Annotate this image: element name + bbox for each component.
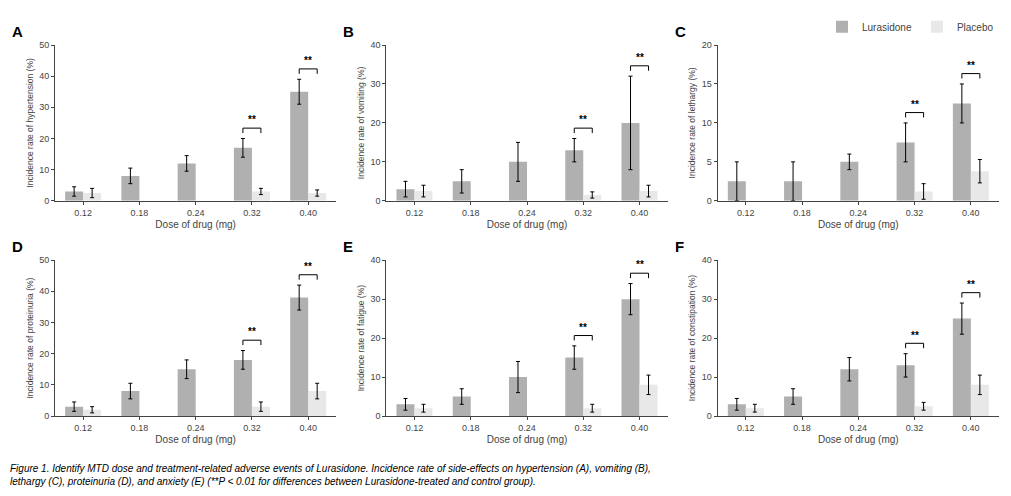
svg-text:Incidence rate of fatigue (%): Incidence rate of fatigue (%) <box>356 285 366 391</box>
svg-text:A: A <box>12 23 23 40</box>
svg-text:5: 5 <box>707 157 712 167</box>
svg-text:Dose of drug (mg): Dose of drug (mg) <box>487 219 568 230</box>
svg-text:20: 20 <box>702 333 712 343</box>
svg-text:**: ** <box>248 326 256 337</box>
svg-text:Lurasidone: Lurasidone <box>862 22 912 33</box>
svg-text:**: ** <box>304 55 312 66</box>
svg-text:Incidence rate of vomiting (%): Incidence rate of vomiting (%) <box>356 67 366 180</box>
svg-text:**: ** <box>911 330 919 341</box>
svg-text:0.12: 0.12 <box>74 208 92 218</box>
svg-text:0.24: 0.24 <box>187 208 205 218</box>
svg-text:0.24: 0.24 <box>518 423 536 433</box>
svg-text:0.40: 0.40 <box>631 423 649 433</box>
svg-text:0: 0 <box>376 411 381 421</box>
svg-text:0.12: 0.12 <box>737 423 755 433</box>
svg-text:0.24: 0.24 <box>850 423 868 433</box>
svg-text:F: F <box>675 238 684 255</box>
svg-text:**: ** <box>911 99 919 110</box>
svg-text:**: ** <box>967 279 975 290</box>
svg-text:**: ** <box>636 259 644 270</box>
svg-text:Dose of drug (mg): Dose of drug (mg) <box>818 434 899 445</box>
svg-text:15: 15 <box>702 79 712 89</box>
svg-text:**: ** <box>248 114 256 125</box>
svg-text:10: 10 <box>371 372 381 382</box>
svg-text:0: 0 <box>44 196 49 206</box>
svg-text:0.18: 0.18 <box>131 423 149 433</box>
svg-text:20: 20 <box>39 134 49 144</box>
svg-text:0.12: 0.12 <box>406 423 424 433</box>
svg-text:**: ** <box>636 52 644 63</box>
svg-text:Placebo: Placebo <box>957 22 994 33</box>
svg-text:30: 30 <box>371 79 381 89</box>
svg-text:50: 50 <box>39 40 49 50</box>
svg-text:**: ** <box>579 322 587 333</box>
svg-text:Incidence rate of proteinuria: Incidence rate of proteinuria (%) <box>25 277 35 398</box>
svg-text:30: 30 <box>371 294 381 304</box>
svg-text:B: B <box>343 23 354 40</box>
svg-text:Incidence rate of constipation: Incidence rate of constipation (%) <box>687 275 697 401</box>
svg-text:10: 10 <box>371 157 381 167</box>
svg-text:0.12: 0.12 <box>737 208 755 218</box>
svg-text:40: 40 <box>39 286 49 296</box>
svg-text:0.40: 0.40 <box>631 208 649 218</box>
svg-text:0.40: 0.40 <box>962 423 980 433</box>
svg-text:10: 10 <box>702 118 712 128</box>
svg-text:0.12: 0.12 <box>406 208 424 218</box>
svg-text:C: C <box>675 23 686 40</box>
svg-text:0: 0 <box>376 196 381 206</box>
svg-text:40: 40 <box>371 255 381 265</box>
svg-text:0.32: 0.32 <box>243 208 261 218</box>
svg-text:Dose of drug (mg): Dose of drug (mg) <box>155 219 236 230</box>
svg-text:0.40: 0.40 <box>962 208 980 218</box>
svg-text:Incidence rate of lethargy (%): Incidence rate of lethargy (%) <box>687 67 697 178</box>
svg-text:0: 0 <box>707 196 712 206</box>
svg-text:**: ** <box>967 60 975 71</box>
svg-text:0.12: 0.12 <box>74 423 92 433</box>
svg-text:30: 30 <box>702 294 712 304</box>
svg-text:40: 40 <box>371 40 381 50</box>
svg-text:10: 10 <box>702 372 712 382</box>
svg-text:0: 0 <box>44 411 49 421</box>
svg-text:10: 10 <box>39 380 49 390</box>
svg-text:0.24: 0.24 <box>187 423 205 433</box>
svg-text:20: 20 <box>39 349 49 359</box>
svg-text:0.18: 0.18 <box>131 208 149 218</box>
svg-text:0.18: 0.18 <box>793 423 811 433</box>
svg-text:Dose of drug (mg): Dose of drug (mg) <box>487 434 568 445</box>
svg-text:0.32: 0.32 <box>574 423 592 433</box>
svg-text:**: ** <box>579 114 587 125</box>
svg-text:0.32: 0.32 <box>243 423 261 433</box>
svg-text:30: 30 <box>39 102 49 112</box>
svg-text:20: 20 <box>702 40 712 50</box>
svg-text:20: 20 <box>371 118 381 128</box>
svg-text:0.18: 0.18 <box>462 423 480 433</box>
svg-text:**: ** <box>304 261 312 272</box>
svg-text:E: E <box>343 238 353 255</box>
svg-text:0.40: 0.40 <box>299 423 317 433</box>
svg-text:Dose of drug (mg): Dose of drug (mg) <box>155 434 236 445</box>
svg-text:0.32: 0.32 <box>574 208 592 218</box>
svg-text:0.24: 0.24 <box>850 208 868 218</box>
svg-text:D: D <box>12 238 23 255</box>
svg-text:10: 10 <box>39 165 49 175</box>
svg-text:0.32: 0.32 <box>906 423 924 433</box>
svg-text:0.24: 0.24 <box>518 208 536 218</box>
svg-text:50: 50 <box>39 255 49 265</box>
svg-text:0.40: 0.40 <box>299 208 317 218</box>
svg-text:40: 40 <box>39 71 49 81</box>
svg-text:0.18: 0.18 <box>793 208 811 218</box>
svg-text:20: 20 <box>371 333 381 343</box>
svg-text:Incidence rate of hypertension: Incidence rate of hypertension (%) <box>25 58 35 188</box>
svg-text:40: 40 <box>702 255 712 265</box>
svg-text:0.32: 0.32 <box>906 208 924 218</box>
svg-text:Figure 1. Identify MTD dose an: Figure 1. Identify MTD dose and treatmen… <box>10 463 651 487</box>
svg-text:30: 30 <box>39 318 49 328</box>
svg-text:0: 0 <box>707 411 712 421</box>
svg-text:Dose of drug (mg): Dose of drug (mg) <box>818 219 899 230</box>
svg-text:0.18: 0.18 <box>462 208 480 218</box>
